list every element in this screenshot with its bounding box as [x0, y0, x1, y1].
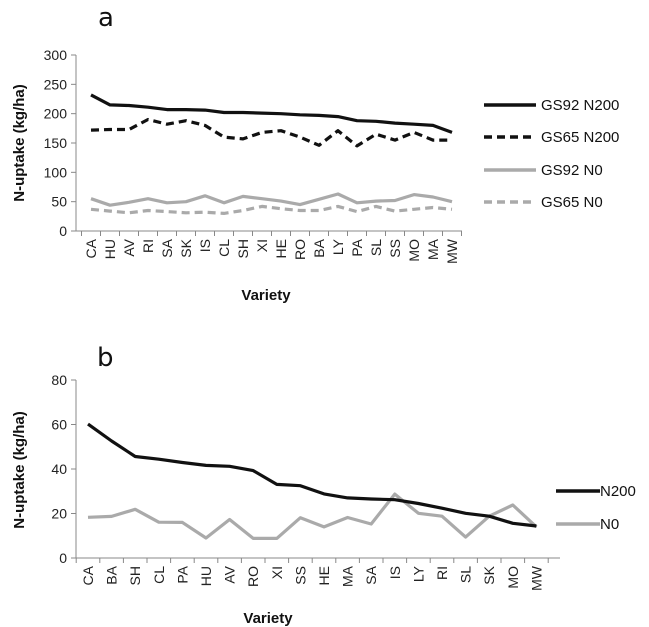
- chart-a-xtick-label: MA: [425, 238, 441, 260]
- chart-a-xtick-label: CA: [83, 238, 99, 258]
- chart-b-series-n200: [87, 422, 537, 528]
- chart-a-ytick-label: 150: [44, 135, 68, 151]
- chart-a-ytick-label: 300: [44, 47, 68, 63]
- chart-a-xtick-label: SK: [178, 238, 194, 257]
- chart-b-legend: N200 N0: [556, 483, 636, 533]
- chart-b-series: [87, 422, 538, 541]
- chart-a-xtick-label: MW: [444, 238, 460, 264]
- chart-b-legend-label-n200: N200: [600, 483, 636, 500]
- chart-a-series-gs92-n0: [90, 192, 453, 207]
- chart-a-xtick-label: IS: [197, 239, 213, 252]
- chart-b-xlabel: Variety: [243, 610, 293, 627]
- chart-a-legend-label-gs92-n0: GS92 N0: [541, 162, 603, 179]
- panel-label-b: b: [97, 343, 114, 373]
- chart-b-xtick-label: LY: [410, 565, 426, 582]
- chart-a-ytick-label: 200: [44, 106, 68, 122]
- chart-a-legend-label-gs65-n0: GS65 N0: [541, 194, 603, 211]
- chart-b-xtick-label: SA: [363, 565, 379, 584]
- chart-b-ytick-label: 80: [51, 372, 67, 388]
- chart-a-xtick-label: BA: [311, 238, 327, 257]
- chart-b-xtick-label: HE: [316, 566, 332, 585]
- chart-a-xlabel: Variety: [241, 287, 291, 304]
- chart-a-series-gs65-n0: [90, 204, 453, 215]
- chart-a-series-gs65-n200: [90, 117, 452, 148]
- chart-b-xtick-label: PA: [174, 565, 190, 583]
- chart-b-ytick-label: 40: [51, 461, 67, 477]
- chart-b-series-n0: [87, 492, 538, 541]
- chart-b-xtick-label: SL: [458, 566, 474, 583]
- chart-a-legend-label-gs65-n200: GS65 N200: [541, 129, 619, 146]
- chart-a-legend-label-gs92-n200: GS92 N200: [541, 97, 619, 114]
- chart-a-xtick-label: XI: [254, 239, 270, 252]
- chart-b-xtick-label: SK: [481, 565, 497, 584]
- chart-a-ytick-label: 50: [51, 194, 67, 210]
- chart-b-xtick-label: RO: [245, 566, 261, 587]
- chart-b: b N-uptake (kg/ha) Variety 0 20 40 60 80 CA BA…: [11, 343, 636, 627]
- chart-b-xtick-label: RI: [434, 566, 450, 580]
- chart-a-xtick-label: PA: [349, 238, 365, 256]
- chart-b-xtick-label: IS: [387, 566, 403, 579]
- chart-a-xtick-label: SA: [159, 238, 175, 257]
- chart-a-ytick-label: 250: [44, 76, 68, 92]
- chart-a-xtick-label: CL: [216, 239, 232, 257]
- chart-b-ytick-label: 0: [59, 550, 67, 566]
- chart-a-series: [90, 93, 453, 215]
- chart-a-xtick-label: LY: [330, 238, 346, 255]
- chart-b-ylabel: N-uptake (kg/ha): [11, 411, 28, 529]
- chart-b-xtick-label: XI: [269, 566, 285, 579]
- chart-b-legend-label-n0: N0: [600, 516, 619, 533]
- chart-a-ylabel: N-uptake (kg/ha): [11, 84, 28, 202]
- chart-a-xtick-label: RO: [292, 239, 308, 260]
- chart-a-xtick-label: SH: [235, 239, 251, 258]
- chart-b-xtick-label: HU: [198, 566, 214, 586]
- chart-a-xtick-label: SS: [387, 239, 403, 258]
- chart-b-xtick-label: BA: [104, 565, 120, 584]
- chart-a-legend: GS92 N200 GS65 N200 GS92 N0 GS65 N0: [484, 97, 619, 211]
- chart-a-ytick-label: 100: [44, 164, 68, 180]
- chart-b-xtick-label: MW: [528, 565, 544, 591]
- chart-a-xtick-label: AV: [121, 238, 137, 256]
- chart-b-axes: 0 20 40 60 80 CA BA SH CL PA HU AV RO XI SS HE MA SA IS LY R…: [51, 372, 560, 591]
- chart-b-xtick-label: CL: [151, 566, 167, 584]
- chart-a-series-gs92-n200: [90, 93, 453, 134]
- chart-a-xtick-label: RI: [140, 239, 156, 253]
- chart-b-ytick-label: 60: [51, 417, 67, 433]
- chart-b-xtick-label: MA: [340, 565, 356, 587]
- chart-b-xtick-label: MO: [505, 566, 521, 589]
- chart-a-xtick-label: HU: [102, 239, 118, 259]
- chart-a: a N-uptake (kg/ha) Variety 0 50 100 150 200 2…: [11, 3, 619, 304]
- chart-b-xtick-label: AV: [222, 565, 238, 583]
- chart-a-xtick-label: HE: [273, 239, 289, 258]
- panel-label-a: a: [98, 3, 114, 33]
- chart-a-axes: 0 50 100 150 200 250 300 CA HU AV RI SA SK IS CL SH XI HE…: [44, 47, 462, 264]
- chart-b-xtick-label: SH: [127, 566, 143, 585]
- chart-b-ytick-label: 20: [51, 506, 67, 522]
- chart-a-xtick-label: SL: [368, 239, 384, 256]
- chart-b-xtick-label: SS: [292, 566, 308, 585]
- chart-a-ytick-label: 0: [59, 223, 67, 239]
- chart-a-xtick-label: MO: [406, 239, 422, 262]
- chart-b-xtick-label: CA: [80, 565, 96, 585]
